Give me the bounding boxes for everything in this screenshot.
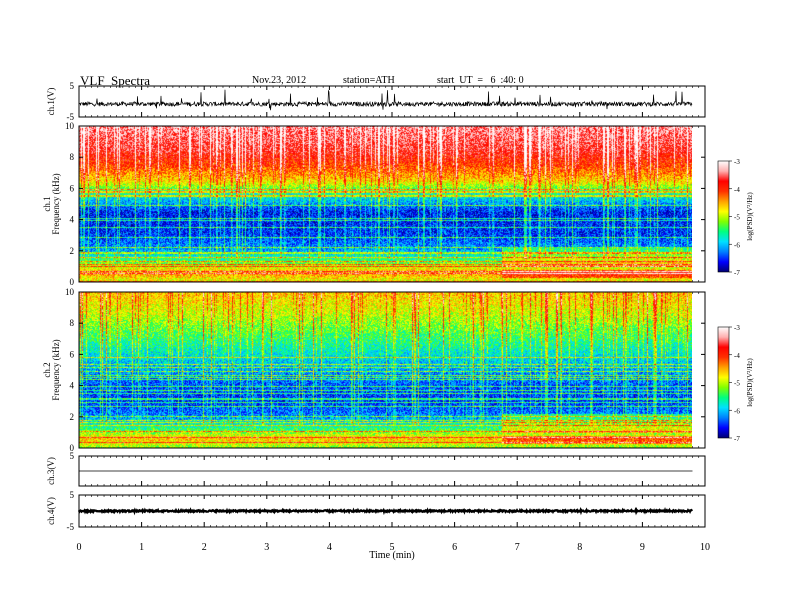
colorbar-tick-label: -7	[734, 435, 740, 443]
y-axis-label: ch.4(V)	[46, 497, 56, 525]
x-tick-label: 1	[139, 542, 144, 553]
y-tick-label: 5	[70, 451, 75, 461]
panel-frame-2	[78, 291, 706, 449]
colorbar-label: log(PSD)(V²/Hz)	[746, 358, 754, 407]
colorbar-tick-label: -6	[734, 407, 740, 415]
colorbar-tick-label: -5	[734, 380, 740, 388]
x-tick-label: 6	[452, 542, 457, 553]
x-tick-label: 2	[202, 542, 207, 553]
y-tick-label: -5	[67, 112, 75, 122]
y-tick-label: 10	[65, 287, 75, 297]
date-label: Nov.23, 2012	[252, 75, 307, 86]
colorbar-1	[717, 160, 730, 273]
x-tick-label: 5	[390, 542, 395, 553]
panel-frame-1	[78, 125, 706, 283]
colorbar-label: log(PSD)(V²/Hz)	[746, 192, 754, 241]
y-tick-label: 0	[70, 443, 75, 453]
panel-frame-0	[78, 85, 706, 118]
y-tick-label: 10	[65, 121, 75, 131]
y-axis-label: Frequency (kHz)	[51, 173, 61, 234]
y-axis-label: Frequency (kHz)	[51, 339, 61, 400]
y-tick-label: -5	[67, 522, 75, 532]
y-axis-label: ch.1(V)	[46, 88, 56, 116]
y-tick-label: 5	[70, 81, 75, 91]
y-tick-label: 2	[70, 412, 75, 422]
chart-title: VLF Spectra	[80, 73, 151, 88]
station-label: station=ATH	[343, 75, 395, 86]
spectrogram-image-2	[79, 292, 692, 448]
panel-frame-3	[78, 455, 706, 487]
y-tick-label: 6	[70, 183, 75, 193]
colorbar-tick-label: -4	[734, 352, 740, 360]
y-tick-label: 4	[70, 381, 75, 391]
colorbar-tick-label: -7	[734, 269, 740, 277]
waveform-trace-0	[78, 89, 693, 111]
start-time-label: start UT = 6 :40: 0	[437, 75, 524, 86]
x-tick-label: 3	[264, 542, 269, 553]
y-tick-label: 8	[70, 318, 75, 328]
waveform-trace-4	[77, 506, 693, 516]
x-tick-label: 9	[640, 542, 645, 553]
y-tick-label: 2	[70, 246, 75, 256]
x-tick-label: 0	[77, 542, 82, 553]
y-tick-label: 8	[70, 152, 75, 162]
y-tick-label: 5	[70, 490, 75, 500]
y-tick-label: 0	[70, 277, 75, 287]
y-tick-label: 4	[70, 215, 75, 225]
x-tick-label: 4	[327, 542, 332, 553]
x-tick-label: 7	[515, 542, 520, 553]
y-axis-label: ch.1	[42, 196, 52, 211]
panel-frame-4	[78, 494, 706, 528]
colorbar-tick-label: -3	[734, 324, 740, 332]
colorbar-2	[717, 326, 730, 439]
y-axis-label: ch.3(V)	[46, 457, 56, 485]
x-tick-label: 10	[700, 542, 710, 553]
colorbar-tick-label: -5	[734, 214, 740, 222]
y-tick-label: 6	[70, 349, 75, 359]
y-axis-label: ch.2	[42, 362, 52, 377]
colorbar-tick-label: -6	[734, 241, 740, 249]
colorbar-tick-label: -4	[734, 186, 740, 194]
x-axis-label: Time (min)	[369, 550, 414, 561]
colorbar-tick-label: -3	[734, 158, 740, 166]
x-tick-label: 8	[577, 542, 582, 553]
spectrogram-image-1	[79, 126, 692, 282]
